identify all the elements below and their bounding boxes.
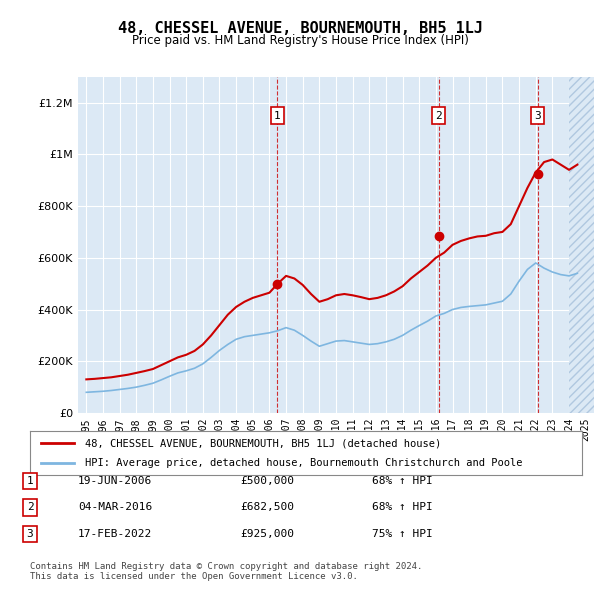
Text: 04-MAR-2016: 04-MAR-2016: [78, 503, 152, 512]
Text: 17-FEB-2022: 17-FEB-2022: [78, 529, 152, 539]
Text: 1: 1: [274, 110, 281, 120]
Text: Contains HM Land Registry data © Crown copyright and database right 2024.
This d: Contains HM Land Registry data © Crown c…: [30, 562, 422, 581]
Text: 2: 2: [436, 110, 442, 120]
Text: 75% ↑ HPI: 75% ↑ HPI: [372, 529, 433, 539]
Text: 3: 3: [26, 529, 34, 539]
Text: 2: 2: [26, 503, 34, 512]
Text: 48, CHESSEL AVENUE, BOURNEMOUTH, BH5 1LJ (detached house): 48, CHESSEL AVENUE, BOURNEMOUTH, BH5 1LJ…: [85, 438, 442, 448]
Text: Price paid vs. HM Land Registry's House Price Index (HPI): Price paid vs. HM Land Registry's House …: [131, 34, 469, 47]
Text: £682,500: £682,500: [240, 503, 294, 512]
Text: 68% ↑ HPI: 68% ↑ HPI: [372, 476, 433, 486]
Text: 3: 3: [535, 110, 541, 120]
Text: £925,000: £925,000: [240, 529, 294, 539]
Text: 19-JUN-2006: 19-JUN-2006: [78, 476, 152, 486]
Text: 48, CHESSEL AVENUE, BOURNEMOUTH, BH5 1LJ: 48, CHESSEL AVENUE, BOURNEMOUTH, BH5 1LJ: [118, 21, 482, 35]
Text: HPI: Average price, detached house, Bournemouth Christchurch and Poole: HPI: Average price, detached house, Bour…: [85, 458, 523, 467]
Text: 68% ↑ HPI: 68% ↑ HPI: [372, 503, 433, 512]
Text: 1: 1: [26, 476, 34, 486]
Text: £500,000: £500,000: [240, 476, 294, 486]
